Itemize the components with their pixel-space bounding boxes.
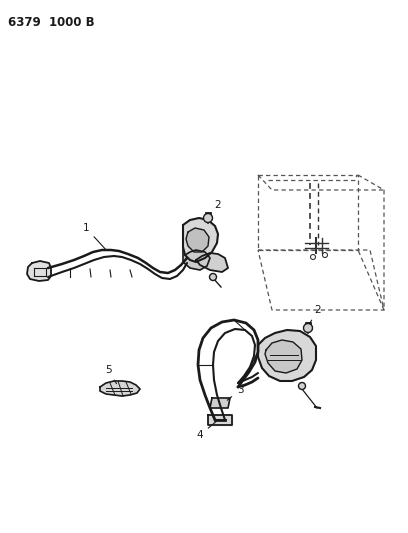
Polygon shape xyxy=(196,253,228,272)
Polygon shape xyxy=(100,381,140,396)
Text: 3: 3 xyxy=(227,385,243,400)
Text: 2: 2 xyxy=(210,200,221,215)
Polygon shape xyxy=(210,398,230,408)
Polygon shape xyxy=(258,330,316,381)
Polygon shape xyxy=(208,415,232,425)
Polygon shape xyxy=(183,245,210,270)
Text: 1: 1 xyxy=(83,223,106,250)
Text: 5: 5 xyxy=(105,365,117,384)
Circle shape xyxy=(299,383,306,390)
Polygon shape xyxy=(183,218,218,262)
Text: 4: 4 xyxy=(197,422,216,440)
Text: 6379  1000 B: 6379 1000 B xyxy=(8,16,95,29)
Circle shape xyxy=(304,324,313,333)
Polygon shape xyxy=(27,261,51,281)
Circle shape xyxy=(204,214,213,222)
Text: 2: 2 xyxy=(310,305,322,324)
Polygon shape xyxy=(265,340,302,373)
Circle shape xyxy=(209,273,217,280)
Polygon shape xyxy=(186,228,209,252)
